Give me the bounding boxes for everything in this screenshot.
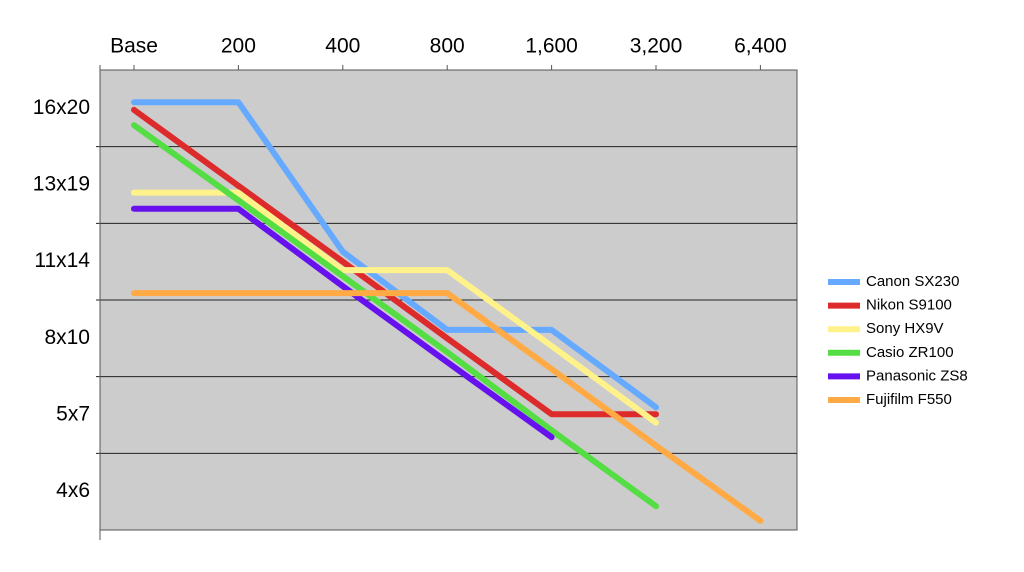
- x-tick-label: 800: [430, 35, 465, 58]
- x-tick-label: 1,600: [525, 35, 578, 58]
- y-tick-label: 13x19: [33, 173, 90, 196]
- series-line: [131, 290, 764, 524]
- legend-label: Casio ZR100: [866, 344, 954, 361]
- legend-label: Panasonic ZS8: [866, 367, 968, 384]
- series-line: [131, 189, 659, 426]
- y-tick-label: 4x6: [56, 479, 90, 502]
- y-tick-label: 16x20: [33, 96, 90, 119]
- x-tick-label: 3,200: [630, 35, 683, 58]
- series-line: [131, 205, 555, 441]
- y-tick-label: 11x14: [34, 249, 90, 272]
- legend-label: Fujifilm F550: [866, 391, 952, 408]
- series-line: [131, 122, 659, 510]
- x-tick-label: 200: [221, 35, 256, 58]
- x-tick-label: 400: [325, 35, 360, 58]
- legend-label: Sony HX9V: [866, 320, 944, 337]
- y-tick-label: 8x10: [44, 326, 90, 349]
- x-tick-label: 6,400: [734, 35, 787, 58]
- legend-label: Canon SX230: [866, 273, 959, 290]
- series-line: [131, 106, 659, 418]
- y-tick-label: 5x7: [56, 403, 90, 426]
- legend-label: Nikon S9100: [866, 297, 952, 314]
- x-tick-label: Base: [110, 35, 158, 58]
